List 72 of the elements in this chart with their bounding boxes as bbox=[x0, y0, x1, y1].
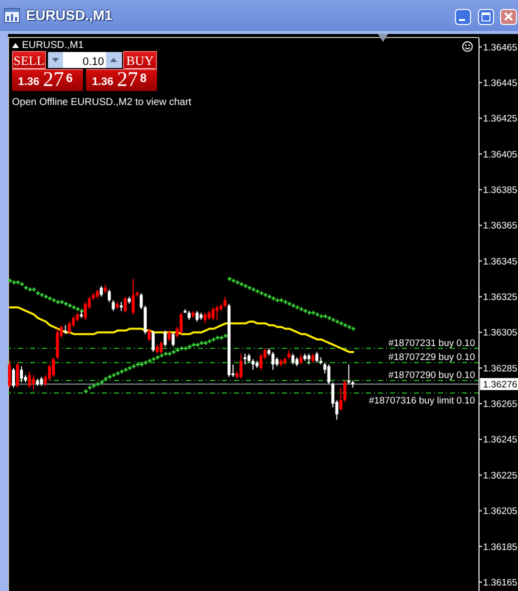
candlestick bbox=[212, 306, 215, 320]
annotation: Open Offline EURUSD.,M2 to view chart bbox=[12, 97, 192, 108]
candlestick bbox=[216, 305, 219, 320]
y-tick-label: 1.36265 bbox=[483, 399, 518, 410]
candlestick bbox=[164, 330, 167, 348]
candlestick bbox=[16, 362, 19, 388]
annotation: 0.10 bbox=[82, 56, 104, 68]
candlestick bbox=[140, 292, 143, 310]
candlestick bbox=[271, 351, 274, 370]
y-tick-label: 1.36285 bbox=[483, 363, 518, 374]
candlestick bbox=[84, 302, 87, 320]
chart-subtitle: EURUSD.,M1 bbox=[22, 40, 84, 51]
candlestick bbox=[339, 387, 342, 412]
candlestick bbox=[299, 353, 302, 365]
y-tick-label: 1.36205 bbox=[483, 506, 518, 518]
candlestick bbox=[148, 328, 151, 342]
candlestick bbox=[132, 278, 135, 315]
candlestick bbox=[20, 366, 23, 383]
sell-button: SELL bbox=[12, 51, 46, 69]
candlestick bbox=[343, 380, 346, 402]
candlestick bbox=[240, 353, 243, 380]
candlestick bbox=[152, 330, 155, 352]
ref-line-label: #18707290 buy 0.10 bbox=[388, 370, 475, 382]
candlestick bbox=[12, 368, 15, 388]
candlestick bbox=[8, 360, 11, 388]
annotation: 1.36 27$^{8}$ bbox=[92, 67, 147, 91]
candlestick bbox=[327, 364, 330, 385]
candlestick bbox=[108, 289, 111, 303]
chart-title: EURUSD.,M1 bbox=[26, 7, 112, 23]
candlestick bbox=[28, 371, 31, 388]
candlestick bbox=[112, 300, 115, 312]
y-tick-label: 1.36465 bbox=[483, 42, 518, 54]
candlestick bbox=[347, 364, 350, 385]
y-tick-label: 1.36385 bbox=[483, 185, 518, 196]
annotation: 1.36 27$^{6}$ bbox=[18, 67, 73, 91]
ref-line-label: #18707231 buy 0.10 bbox=[388, 338, 475, 349]
candlestick bbox=[204, 312, 207, 324]
candlestick bbox=[32, 374, 35, 390]
y-tick-label: 1.36305 bbox=[483, 328, 518, 339]
buy-button: BUY bbox=[123, 51, 157, 69]
line-series bbox=[8, 306, 354, 353]
y-tick-label: 1.36405 bbox=[483, 149, 518, 160]
y-tick-label: 1.36445 bbox=[483, 78, 518, 89]
lot-size-field: 0.10 bbox=[63, 52, 106, 68]
candlestick bbox=[196, 310, 199, 322]
ref-line-label: #18707316 buy limit 0.10 bbox=[368, 395, 475, 406]
y-tick-label: 1.36245 bbox=[483, 434, 518, 446]
candlestick bbox=[172, 332, 175, 348]
y-tick-label: 1.36185 bbox=[483, 542, 518, 553]
candlestick bbox=[259, 353, 262, 370]
y-tick-label: 1.36225 bbox=[483, 470, 518, 482]
candlestick bbox=[124, 296, 127, 314]
candlestick bbox=[180, 312, 183, 335]
ref-line-label: #18707229 buy 0.10 bbox=[388, 352, 475, 364]
candlestick bbox=[52, 356, 55, 378]
candlestick bbox=[251, 358, 254, 370]
candlestick bbox=[315, 351, 318, 364]
y-tick-label: 1.36165 bbox=[483, 577, 518, 588]
y-tick-label: 1.36325 bbox=[483, 292, 518, 304]
candlestick bbox=[307, 353, 310, 365]
candlestick bbox=[168, 330, 171, 342]
candlestick bbox=[291, 353, 294, 365]
ref-line-label: 1.36276 bbox=[483, 380, 518, 391]
y-tick-label: 1.36365 bbox=[483, 220, 518, 232]
candlestick bbox=[100, 285, 103, 298]
buy-price-box: 1.36 27$^{8}$ bbox=[86, 69, 157, 91]
candlestick bbox=[68, 321, 71, 335]
y-tick-label: 1.36345 bbox=[483, 256, 518, 268]
annotation: BUY bbox=[126, 53, 154, 69]
y-tick-label: 1.36425 bbox=[483, 114, 518, 125]
sell-price-box: 1.36 27$^{6}$ bbox=[12, 69, 83, 91]
candlestick bbox=[224, 296, 227, 308]
